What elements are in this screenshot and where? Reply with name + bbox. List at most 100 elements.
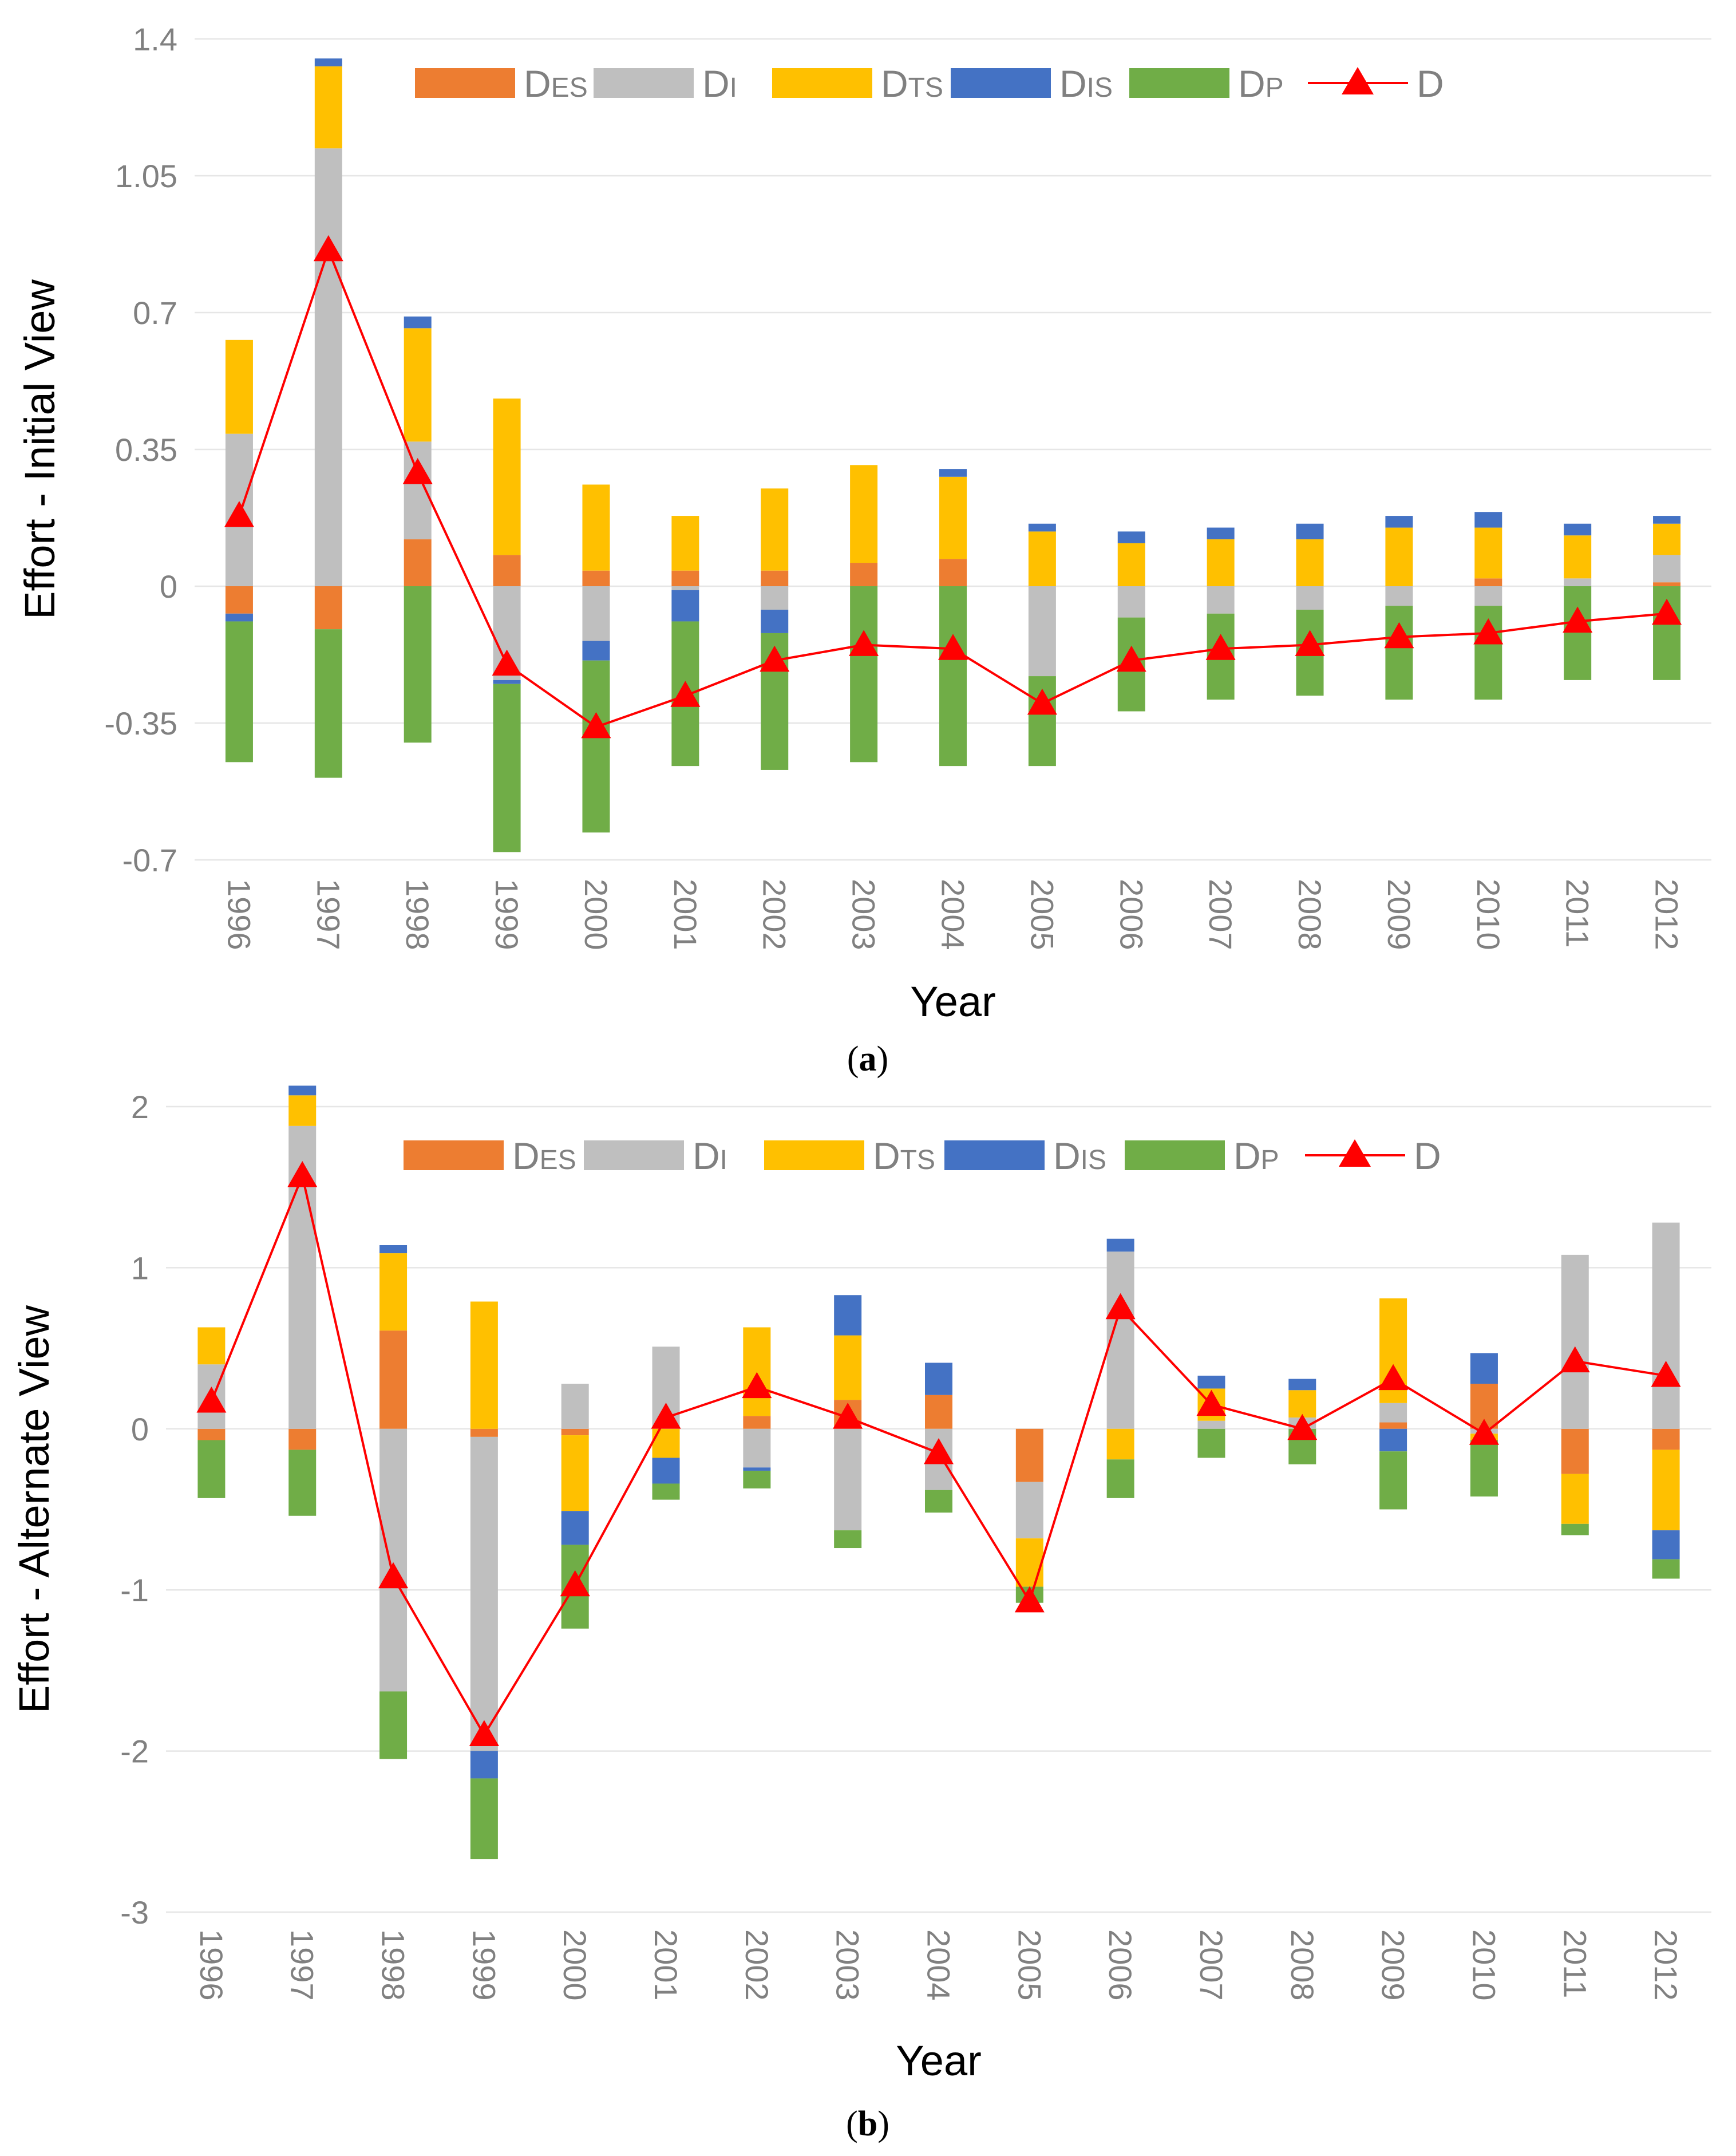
x-tick-label: 2001: [648, 1929, 684, 2001]
bar-d-p-2010: [1470, 1440, 1498, 1496]
bar-d-ts-2003: [834, 1335, 862, 1400]
legend-label-d-p: DP: [1238, 62, 1284, 105]
point-d-1998: [378, 1562, 409, 1589]
x-tick-label: 2011: [1560, 879, 1596, 947]
bar-d-i-2011: [1564, 578, 1592, 586]
y-tick-label: 1.4: [133, 21, 177, 57]
point-d-2007: [1196, 1389, 1227, 1416]
legend-swatch-d-ts: [772, 68, 872, 98]
point-d-2005: [1014, 1586, 1045, 1613]
x-tick-label: 1997: [284, 1929, 321, 2001]
y-tick-label: 1.05: [115, 158, 177, 194]
point-d-2004: [924, 1438, 954, 1464]
legend-label-main: D: [1053, 1135, 1081, 1177]
bar-d-p-2007: [1197, 1428, 1225, 1458]
bar-d-i-2009: [1379, 1403, 1407, 1423]
point-d-1996: [224, 501, 254, 527]
point-d-2006: [1105, 1293, 1136, 1320]
legend-label-d-p: DP: [1233, 1135, 1279, 1177]
bar-d-i-2002: [743, 1428, 771, 1468]
legend-label-d-i: DI: [693, 1135, 727, 1177]
bar-d-es-2004: [939, 559, 967, 586]
point-d-1997: [287, 1161, 318, 1187]
bar-d-ts-2008: [1296, 539, 1324, 586]
y-axis-title: Effort - Alternate View: [10, 1305, 58, 1713]
bar-d-p-1999: [493, 684, 521, 852]
x-axis-title: Year: [910, 978, 996, 1025]
bar-d-is-2008: [1296, 523, 1324, 540]
panel-caption: (b): [846, 2104, 889, 2143]
point-d-2012: [1652, 598, 1682, 625]
bar-d-is-1999: [493, 680, 521, 684]
legend-label-sub: TS: [900, 1145, 935, 1175]
bar-d-i-1998: [379, 1428, 408, 1692]
y-tick-label: 0.7: [133, 295, 177, 331]
x-tick-label: 2009: [1381, 879, 1417, 950]
bar-d-p-2011: [1561, 1523, 1589, 1535]
x-tick-label: 2000: [578, 879, 614, 950]
bar-d-p-1996: [197, 1440, 226, 1498]
bar-d-ts-1997: [288, 1095, 317, 1126]
x-tick-label: 2012: [1649, 879, 1685, 950]
x-tick-label: 2002: [739, 1929, 775, 2001]
point-d-2005: [1027, 688, 1057, 715]
legend-label-d-es: DES: [512, 1135, 576, 1177]
point-d-1999: [492, 649, 522, 676]
bar-d-i-2000: [561, 1384, 589, 1429]
point-d-2008: [1295, 630, 1325, 656]
chart-b: -3 -2 -1 0 1 2 1996 1997 1998 1999 2000 2001 2002 200…: [10, 1085, 1711, 2143]
x-tick-label: 1996: [221, 879, 257, 950]
bar-d-p-2003: [834, 1530, 862, 1549]
y-tick-label: -0.7: [122, 842, 178, 878]
x-axis-title: Year: [896, 2037, 982, 2084]
caption-close: ): [877, 2104, 889, 2143]
legend-label-main: D: [881, 62, 908, 105]
point-d-2009: [1384, 622, 1414, 649]
bar-d-es-1998: [379, 1330, 408, 1429]
y-tick-label: -3: [120, 1894, 149, 1930]
x-tick-label: 2005: [1011, 1929, 1047, 2001]
bar-d-ts-2005: [1015, 1538, 1043, 1587]
bar-d-i-1997: [314, 148, 342, 586]
caption-open: (: [847, 1040, 859, 1079]
bar-d-p-1996: [225, 621, 253, 763]
bar-d-p-1998: [404, 586, 432, 743]
caption-close: ): [877, 1040, 889, 1079]
bar-d-is-2004: [925, 1363, 952, 1395]
caption-letter: b: [858, 2104, 877, 2143]
y-tick-label: -2: [120, 1734, 149, 1770]
bar-d-is-2012: [1652, 1530, 1680, 1559]
bar-d-is-2000: [561, 1511, 589, 1545]
bar-d-ts-2010: [1474, 527, 1502, 579]
bar-d-es-2011: [1561, 1428, 1589, 1474]
point-d-2008: [1287, 1413, 1318, 1440]
point-d-2001: [670, 681, 701, 707]
bar-d-es-2002: [743, 1416, 771, 1429]
bar-d-es-2000: [561, 1428, 589, 1436]
x-tick-label: 2012: [1648, 1929, 1684, 2001]
legend-label-sub: IS: [1087, 73, 1113, 103]
x-tick-label: 2010: [1466, 1929, 1502, 2001]
bar-d-es-1997: [314, 586, 342, 630]
bar-d-ts-2012: [1652, 1450, 1680, 1531]
bar-d-es-1996: [197, 1428, 226, 1440]
bar-d-es-2005: [1015, 1428, 1043, 1482]
bar-d-is-1997: [314, 58, 342, 66]
bar-d-ts-2002: [743, 1327, 771, 1416]
bar-d-ts-2007: [1207, 539, 1235, 586]
bar-d-is-2010: [1474, 512, 1502, 528]
bar-d-is-1996: [225, 613, 253, 622]
bar-d-es-2004: [925, 1395, 952, 1429]
legend-swatch-d-p: [1125, 1140, 1225, 1170]
legend-label-d-ts: DTS: [881, 62, 943, 105]
bar-d-p-2004: [925, 1490, 952, 1513]
x-tick-label: 2004: [921, 1929, 957, 2001]
legend-label-sub: ES: [551, 73, 588, 103]
legend-label-sub: IS: [1081, 1145, 1106, 1175]
bar-d-es-1998: [404, 539, 432, 586]
legend-swatch-d-es: [415, 68, 515, 98]
bar-d-ts-1999: [470, 1301, 498, 1429]
x-tick-label: 2008: [1292, 879, 1328, 950]
